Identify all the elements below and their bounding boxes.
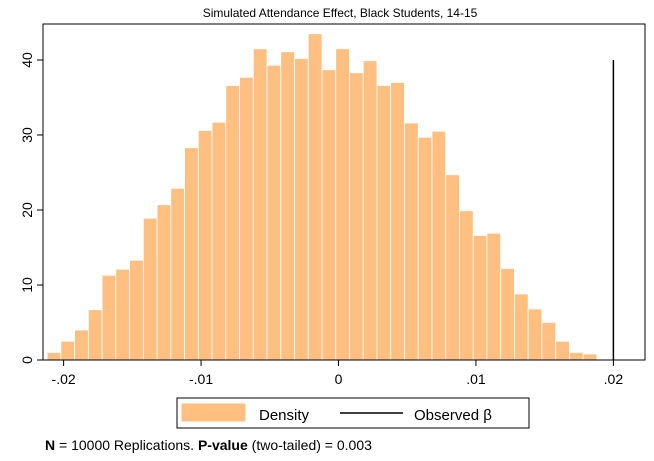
histogram-bar <box>170 187 185 361</box>
histogram-bar <box>349 72 364 361</box>
legend-label-density: Density <box>259 407 310 424</box>
histogram-bar <box>115 268 130 361</box>
y-tick-label: 20 <box>19 202 35 218</box>
histogram-bar <box>101 274 117 361</box>
histogram-bar <box>472 235 488 361</box>
histogram-bar <box>445 174 460 361</box>
histogram-bar <box>582 353 598 361</box>
histogram-bar <box>225 85 240 361</box>
histogram-bar <box>46 352 62 361</box>
histogram-bar <box>156 204 172 361</box>
histogram-bar <box>486 232 502 361</box>
legend: Density Observed β <box>176 397 530 429</box>
histogram-bar <box>129 259 144 361</box>
footnote-n-text: = 10000 Replications. <box>55 437 198 453</box>
histogram-bar <box>307 33 323 361</box>
y-tick-label: 10 <box>19 277 35 293</box>
legend-label-observed: Observed β <box>414 407 492 424</box>
histogram-bar <box>74 329 89 361</box>
histogram-bars <box>46 33 598 361</box>
histogram-bar <box>569 352 584 361</box>
histogram-bar <box>541 322 557 361</box>
histogram-bar <box>555 340 570 361</box>
legend-swatch-density <box>181 403 246 422</box>
histogram-bar <box>239 76 254 361</box>
footnote-p-text: (two-tailed) = 0.003 <box>247 437 372 453</box>
histogram-bar <box>60 340 76 361</box>
footnote-p-label: P-value <box>197 437 248 453</box>
histogram-bar <box>459 210 474 361</box>
x-tick-label: 0 <box>335 371 343 387</box>
histogram-bar <box>404 122 419 361</box>
histogram-bar <box>335 48 350 361</box>
histogram-bar <box>431 130 447 361</box>
x-tick-label: -.01 <box>189 371 213 387</box>
histogram-bar <box>294 58 309 361</box>
footnote-n-label: N <box>45 437 56 453</box>
histogram-bar <box>321 69 337 361</box>
x-tick-label: .02 <box>604 371 624 387</box>
y-tick-label: 0 <box>19 356 35 364</box>
histogram-bar <box>390 82 405 361</box>
chart-title: Simulated Attendance Effect, Black Stude… <box>203 6 478 20</box>
y-tick-label: 40 <box>19 52 35 68</box>
x-axis: -.02 -.01 0 .01 .02 <box>52 360 624 387</box>
histogram-bar <box>142 217 158 361</box>
plot-frame <box>42 23 646 361</box>
x-tick-label: .01 <box>466 371 486 387</box>
histogram-bar <box>211 121 227 361</box>
histogram-bar <box>514 293 529 361</box>
histogram-bar <box>184 147 199 361</box>
y-tick-label: 30 <box>19 127 35 143</box>
histogram-bar <box>252 48 268 361</box>
histogram-bar <box>197 130 213 361</box>
histogram-bar <box>87 309 103 361</box>
histogram-bar <box>500 268 515 361</box>
histogram-bar <box>266 64 282 361</box>
histogram-bar <box>417 136 433 361</box>
histogram-bar <box>280 51 295 361</box>
histogram-bar <box>362 60 378 361</box>
footnote: N = 10000 Replications. P-value (two-tai… <box>45 437 372 453</box>
x-tick-label: -.02 <box>52 371 76 387</box>
histogram-bar <box>527 308 543 361</box>
y-axis: 0 10 20 30 40 <box>19 52 43 364</box>
histogram-bar <box>376 85 392 361</box>
